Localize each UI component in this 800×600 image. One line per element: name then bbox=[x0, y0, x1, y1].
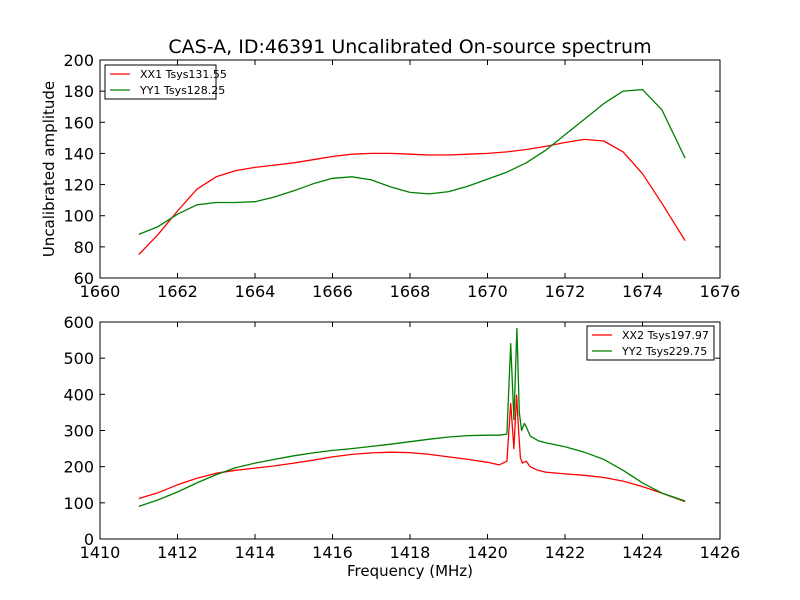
bottom-xtick-label-1426: 1426 bbox=[700, 543, 741, 562]
bottom-xtick-label-1416: 1416 bbox=[312, 543, 353, 562]
bottom-y-ticks: 0 100 200 300 400 500 600 bbox=[63, 313, 720, 549]
y-axis-label: Uncalibrated amplitude bbox=[40, 81, 58, 257]
bottom-legend-box bbox=[586, 325, 715, 361]
bottom-xtick-label-1424: 1424 bbox=[622, 543, 663, 562]
top-legend-label-yy1: YY1 Tsys128.25 bbox=[139, 84, 225, 97]
top-ytick-label-120: 120 bbox=[63, 176, 94, 195]
bottom-ytick-label-200: 200 bbox=[63, 458, 94, 477]
bottom-xtick-label-1410: 1410 bbox=[80, 543, 121, 562]
top-ytick-label-80: 80 bbox=[74, 238, 94, 257]
top-legend-box bbox=[104, 64, 217, 100]
top-series-yy1-line bbox=[138, 88, 686, 236]
bottom-subplot: Frequency (MHz) 1410 1412 1414 1416 1418 1420… bbox=[63, 313, 740, 580]
top-xtick-label-1674: 1674 bbox=[622, 282, 663, 301]
bottom-xtick-label-1412: 1412 bbox=[157, 543, 198, 562]
bottom-series-xx2-line bbox=[138, 394, 686, 503]
top-xtick-label-1672: 1672 bbox=[545, 282, 586, 301]
top-subplot: CAS-A, ID:46391 Uncalibrated On-source s… bbox=[40, 36, 740, 301]
bottom-legend-label-yy2: YY2 Tsys229.75 bbox=[621, 345, 707, 358]
x-axis-label: Frequency (MHz) bbox=[347, 562, 473, 580]
top-x-ticks: 1660 1662 1664 1666 1668 1670 1672 1674 1676 bbox=[80, 60, 741, 301]
bottom-xtick-label-1418: 1418 bbox=[390, 543, 431, 562]
bottom-xtick-label-1420: 1420 bbox=[467, 543, 508, 562]
top-xtick-label-1660: 1660 bbox=[80, 282, 121, 301]
bottom-legend: XX2 Tsys197.97 YY2 Tsys229.75 bbox=[586, 325, 715, 361]
bottom-xtick-label-1414: 1414 bbox=[235, 543, 276, 562]
top-y-ticks: 60 80 100 120 140 160 180 200 bbox=[63, 51, 720, 288]
bottom-series-yy2-line bbox=[138, 327, 686, 508]
top-xtick-label-1668: 1668 bbox=[390, 282, 431, 301]
bottom-ytick-label-300: 300 bbox=[63, 422, 94, 441]
bottom-legend-label-xx2: XX2 Tsys197.97 bbox=[622, 329, 709, 342]
top-xtick-label-1664: 1664 bbox=[235, 282, 276, 301]
top-ytick-label-60: 60 bbox=[74, 269, 94, 288]
bottom-xtick-label-1422: 1422 bbox=[545, 543, 586, 562]
bottom-ytick-label-400: 400 bbox=[63, 385, 94, 404]
top-series-xx1-line bbox=[138, 138, 686, 256]
top-xtick-label-1666: 1666 bbox=[312, 282, 353, 301]
top-ytick-label-180: 180 bbox=[63, 82, 94, 101]
bottom-series-group bbox=[138, 327, 686, 508]
top-ytick-label-140: 140 bbox=[63, 144, 94, 163]
top-legend: XX1 Tsys131.55 YY1 Tsys128.25 bbox=[104, 64, 227, 100]
top-xtick-label-1676: 1676 bbox=[700, 282, 741, 301]
bottom-ytick-label-500: 500 bbox=[63, 349, 94, 368]
top-legend-label-xx1: XX1 Tsys131.55 bbox=[140, 68, 227, 81]
top-xtick-label-1670: 1670 bbox=[467, 282, 508, 301]
bottom-x-ticks: 1410 1412 1414 1416 1418 1420 1422 1424 1426 bbox=[80, 322, 741, 562]
top-ytick-label-100: 100 bbox=[63, 207, 94, 226]
top-xtick-label-1662: 1662 bbox=[157, 282, 198, 301]
top-ytick-label-200: 200 bbox=[63, 51, 94, 70]
chart-title: CAS-A, ID:46391 Uncalibrated On-source s… bbox=[168, 36, 651, 58]
bottom-ytick-label-100: 100 bbox=[63, 494, 94, 513]
top-ytick-label-160: 160 bbox=[63, 113, 94, 132]
top-series-group bbox=[138, 88, 686, 256]
bottom-ytick-label-600: 600 bbox=[63, 313, 94, 332]
bottom-ytick-label-0: 0 bbox=[84, 530, 94, 549]
